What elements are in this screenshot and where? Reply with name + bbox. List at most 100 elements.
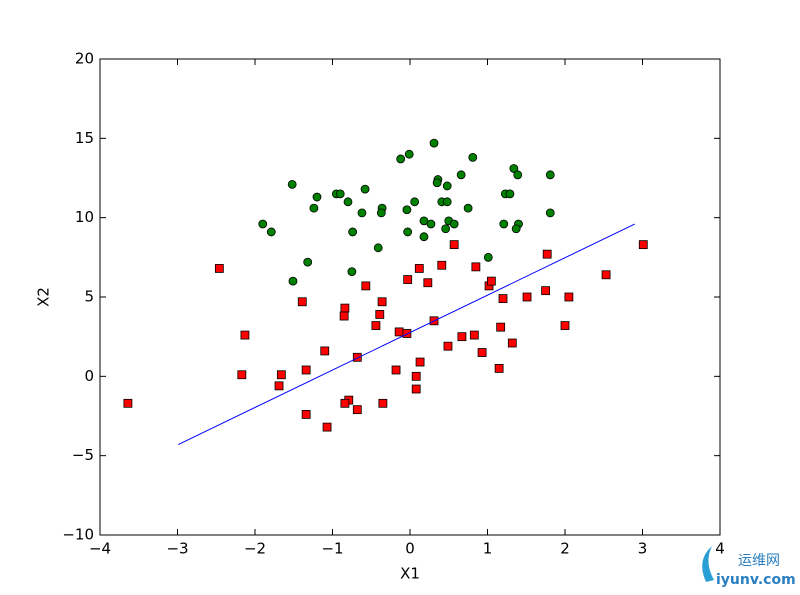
point xyxy=(441,224,451,234)
point xyxy=(457,332,467,342)
point xyxy=(376,208,386,218)
point xyxy=(564,292,574,302)
point xyxy=(469,330,479,340)
x-tick-label: −1 xyxy=(321,540,343,558)
point xyxy=(638,240,648,250)
point xyxy=(494,363,504,373)
point xyxy=(396,154,406,164)
point xyxy=(505,189,515,199)
point xyxy=(266,227,276,237)
point xyxy=(301,365,311,375)
point xyxy=(276,370,286,380)
point xyxy=(463,203,473,213)
point xyxy=(468,152,478,162)
x-axis-label: X1 xyxy=(400,565,420,583)
x-tick-label: 1 xyxy=(483,540,493,558)
y-tick-label: −10 xyxy=(62,526,94,544)
point xyxy=(522,292,532,302)
point xyxy=(423,278,433,288)
point xyxy=(312,192,322,202)
point xyxy=(545,208,555,218)
point xyxy=(483,252,493,262)
point xyxy=(403,227,413,237)
point xyxy=(303,257,313,267)
point xyxy=(511,224,521,234)
x-tick-label: −4 xyxy=(89,540,111,558)
point xyxy=(340,303,350,313)
point xyxy=(377,297,387,307)
x-tick-label: −3 xyxy=(166,540,188,558)
point xyxy=(123,398,133,408)
point xyxy=(352,405,362,415)
x-tick-label: 2 xyxy=(560,540,570,558)
point xyxy=(442,181,452,191)
point xyxy=(432,178,442,188)
point xyxy=(371,321,381,330)
point xyxy=(419,232,429,242)
x-tick-label: 3 xyxy=(638,540,648,558)
y-tick-label: 0 xyxy=(84,367,94,385)
y-tick-label: 20 xyxy=(75,50,94,68)
point xyxy=(361,281,371,291)
point xyxy=(513,170,523,180)
point xyxy=(560,321,570,330)
point xyxy=(394,327,404,337)
point xyxy=(411,371,421,381)
point xyxy=(442,197,452,207)
point xyxy=(415,357,425,367)
point xyxy=(335,189,345,199)
point xyxy=(541,286,551,296)
point xyxy=(411,384,421,394)
point xyxy=(340,398,350,408)
point xyxy=(339,311,349,321)
point xyxy=(237,370,247,380)
y-tick-label: 15 xyxy=(75,129,94,147)
point xyxy=(601,270,611,280)
point xyxy=(297,297,307,307)
point xyxy=(357,208,367,218)
point xyxy=(449,219,459,229)
point xyxy=(414,264,424,273)
point xyxy=(443,341,453,351)
x-tick-label: 0 xyxy=(405,540,415,558)
fit-line xyxy=(178,223,635,446)
watermark: 运维网 iyunv.com xyxy=(702,546,796,588)
point xyxy=(403,275,413,284)
point xyxy=(477,348,487,357)
point xyxy=(486,276,496,286)
x-tick-label: 4 xyxy=(715,540,725,558)
point xyxy=(343,197,353,207)
point xyxy=(373,243,383,253)
point xyxy=(449,240,459,250)
plot-frame xyxy=(99,58,721,536)
point xyxy=(542,249,552,259)
point xyxy=(429,138,439,148)
point xyxy=(404,149,414,159)
point xyxy=(507,338,517,348)
watermark-icon xyxy=(702,546,714,582)
point xyxy=(287,179,297,189)
point xyxy=(456,170,466,180)
point xyxy=(545,170,555,180)
point xyxy=(240,330,250,340)
point xyxy=(499,219,509,229)
point xyxy=(402,205,412,215)
point xyxy=(496,322,506,332)
watermark-site: iyunv.com xyxy=(716,572,796,588)
point xyxy=(437,260,447,270)
point xyxy=(274,381,284,391)
point xyxy=(348,227,358,237)
point xyxy=(214,264,224,273)
point xyxy=(258,219,268,229)
point xyxy=(301,410,311,419)
x-tick-label: −2 xyxy=(244,540,266,558)
point xyxy=(509,164,519,173)
point xyxy=(360,184,370,194)
point xyxy=(402,329,412,338)
watermark-logo: 运维网 xyxy=(738,553,780,569)
point xyxy=(320,346,330,356)
point xyxy=(309,203,319,213)
point xyxy=(391,365,401,375)
